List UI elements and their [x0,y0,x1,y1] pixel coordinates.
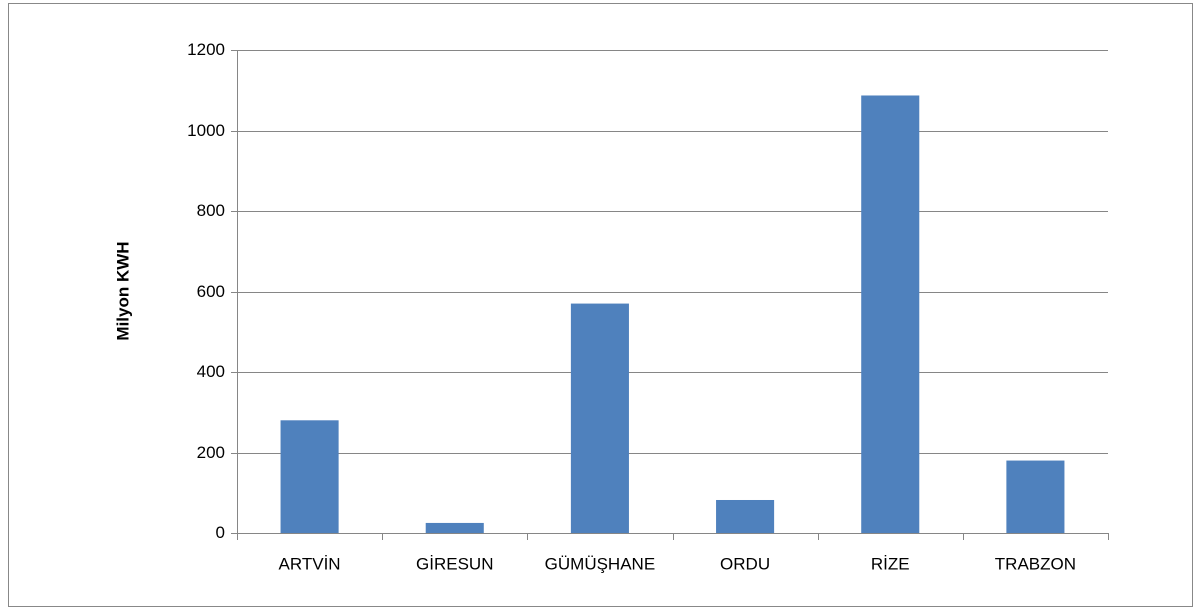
y-tick-label: 0 [216,523,225,542]
bar [1006,460,1065,533]
x-tick-label: RİZE [871,554,910,573]
x-tick-label: GÜMÜŞHANE [545,554,656,573]
x-tick-label: ORDU [720,554,770,573]
y-tick-label: 400 [197,362,225,381]
bar [570,303,629,533]
x-tick-label: TRABZON [995,554,1076,573]
y-tick-label: 600 [197,282,225,301]
y-tick-label: 200 [197,443,225,462]
y-tick-label: 1200 [187,40,225,59]
y-tick-label: 800 [197,201,225,220]
y-tick-label: 1000 [187,121,225,140]
bar [861,95,920,534]
x-tick-label: GİRESUN [416,554,493,573]
bar [280,420,339,533]
bar [425,522,484,533]
bar [716,499,775,533]
x-tick-label: ARTVİN [279,554,341,573]
y-axis-label: Milyon KWH [113,241,132,340]
